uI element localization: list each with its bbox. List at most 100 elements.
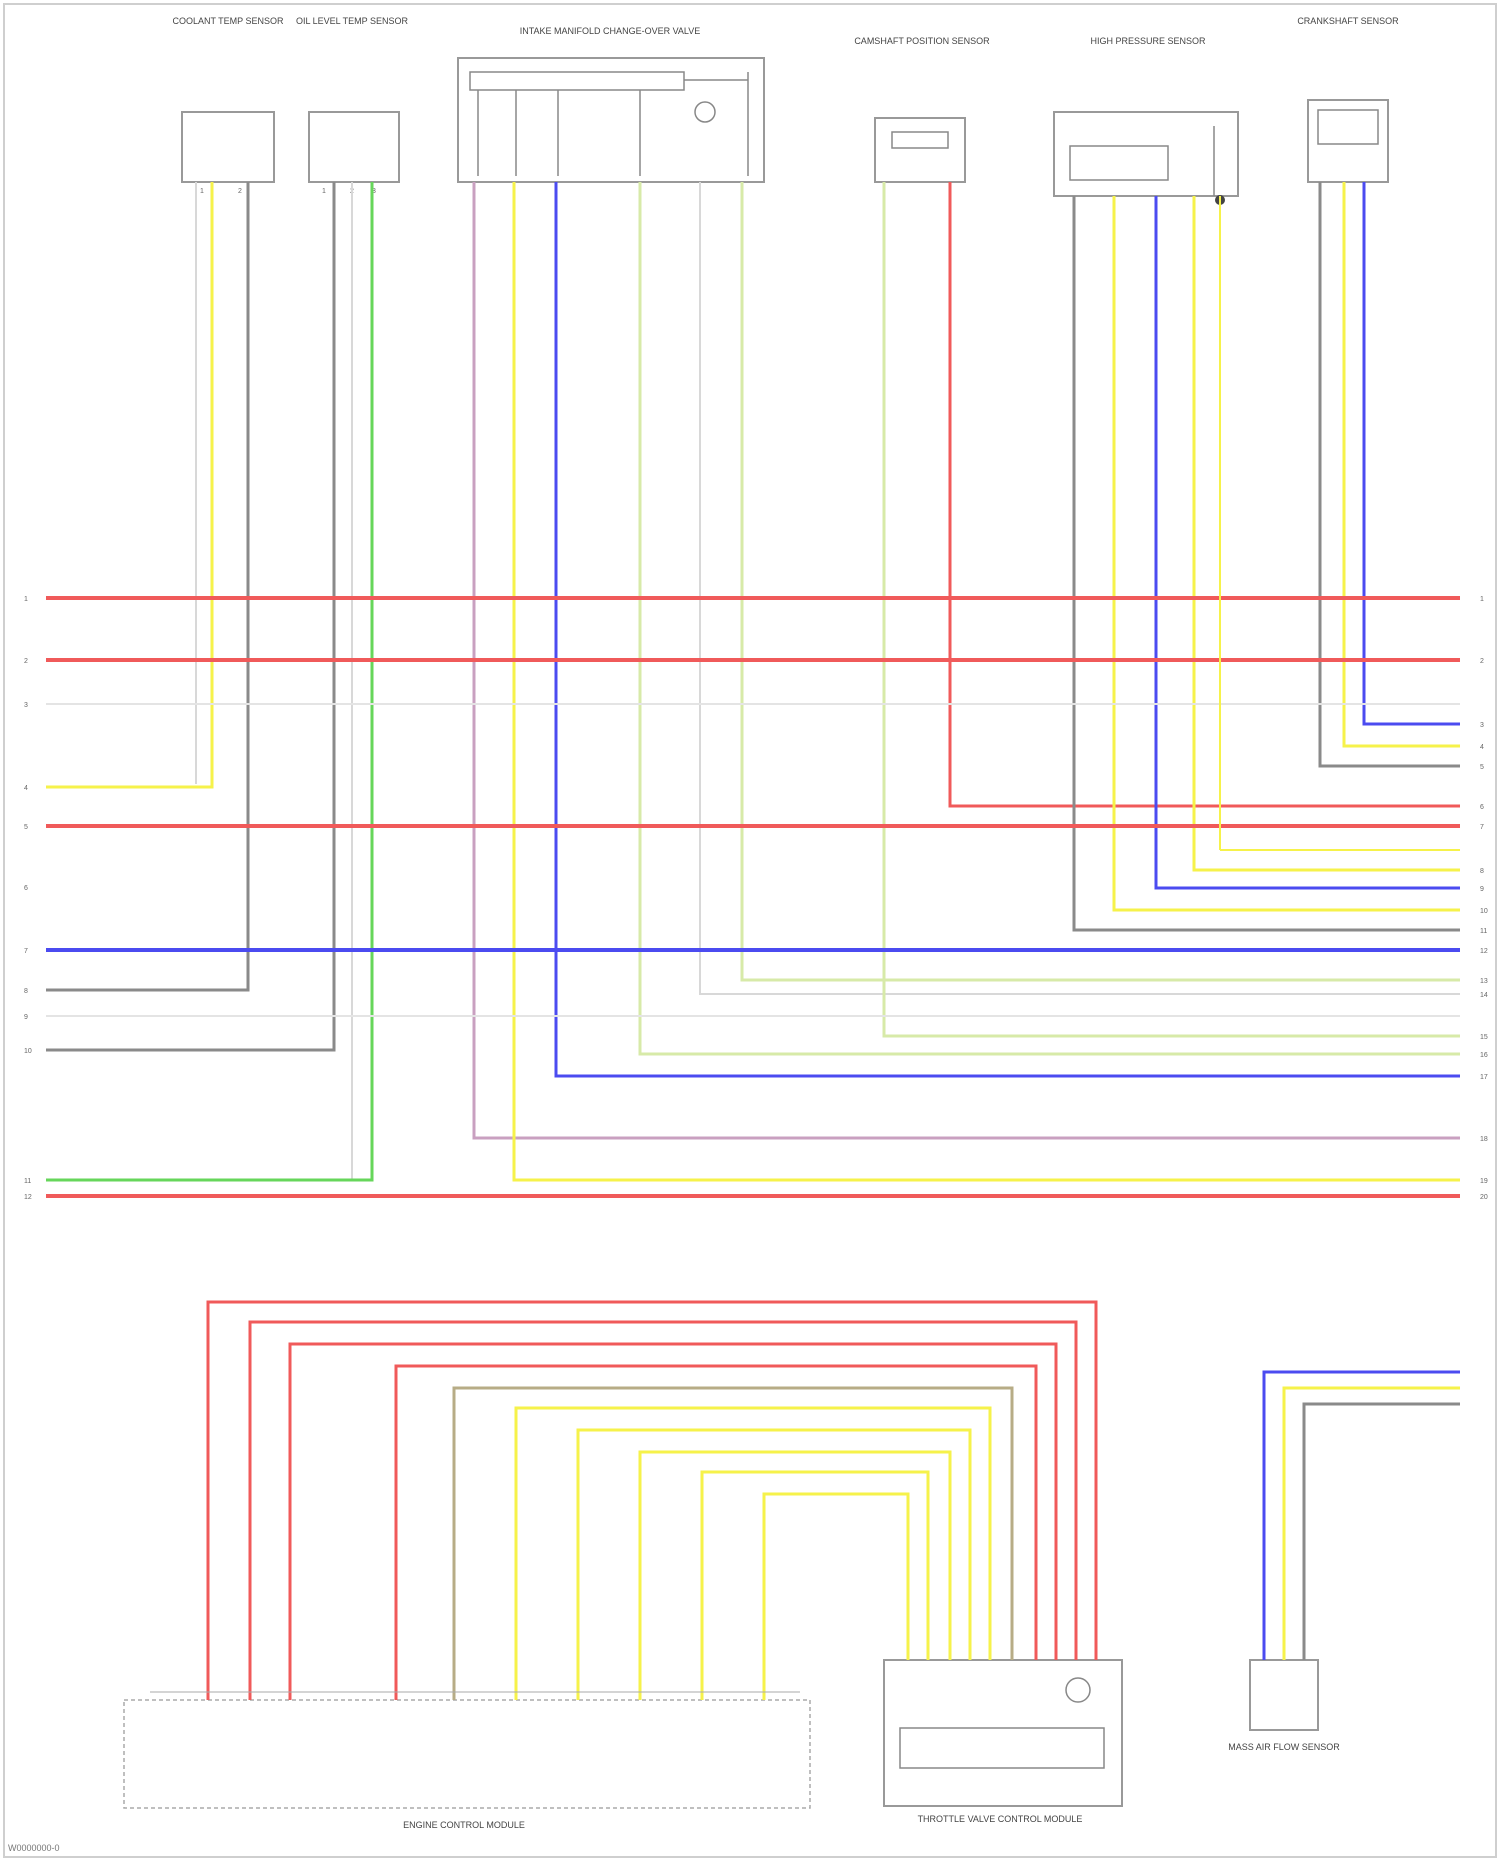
svg-text:17: 17 xyxy=(1480,1074,1488,1081)
wire xyxy=(514,1406,992,1700)
component-label: THROTTLE VALVE CONTROL MODULE xyxy=(918,1814,1083,1824)
wire xyxy=(1362,182,1460,726)
wire xyxy=(46,182,336,1052)
wire xyxy=(1342,182,1460,748)
svg-text:1: 1 xyxy=(322,188,326,195)
svg-text:6: 6 xyxy=(24,885,28,892)
svg-text:11: 11 xyxy=(24,1178,31,1185)
wire xyxy=(46,182,250,992)
svg-text:15: 15 xyxy=(1480,1034,1488,1041)
svg-text:1: 1 xyxy=(1480,596,1484,603)
component-high-pressure-sensor: HIGH PRESSURE SENSOR xyxy=(1053,36,1239,205)
svg-text:2: 2 xyxy=(238,188,242,195)
svg-text:5: 5 xyxy=(1480,764,1484,771)
svg-text:18: 18 xyxy=(1480,1136,1488,1143)
component-coolant-temp-sensor: COOLANT TEMP SENSOR 1 2 xyxy=(172,16,284,195)
wire xyxy=(554,182,1460,1078)
wire xyxy=(1262,1370,1460,1660)
wire xyxy=(1154,196,1460,890)
component-label: INTAKE MANIFOLD CHANGE-OVER VALVE xyxy=(520,26,701,36)
wire xyxy=(1318,182,1460,768)
svg-text:OIL LEVEL TEMP SENSOR: OIL LEVEL TEMP SENSOR xyxy=(296,16,409,26)
svg-text:ENGINE CONTROL MODULE: ENGINE CONTROL MODULE xyxy=(403,1820,525,1830)
svg-text:1: 1 xyxy=(24,596,28,603)
svg-text:6: 6 xyxy=(1480,804,1484,811)
component-camshaft-position-sensor: CAMSHAFT POSITION SENSOR xyxy=(854,36,990,183)
svg-text:2: 2 xyxy=(24,658,28,665)
svg-text:12: 12 xyxy=(24,1194,32,1201)
wire xyxy=(46,182,374,1182)
wire xyxy=(46,182,353,1181)
svg-text:3: 3 xyxy=(1480,722,1484,729)
svg-text:8: 8 xyxy=(24,988,28,995)
diagram-frame xyxy=(3,3,1497,1858)
svg-text:8: 8 xyxy=(1480,868,1484,875)
svg-text:9: 9 xyxy=(24,1014,28,1021)
component-label: CAMSHAFT POSITION SENSOR xyxy=(854,36,990,46)
svg-text:4: 4 xyxy=(1480,744,1484,751)
svg-text:20: 20 xyxy=(1480,1194,1488,1201)
wire xyxy=(1302,1402,1460,1660)
component-crankshaft-sensor: CRANKSHAFT SENSOR xyxy=(1297,16,1399,183)
wire xyxy=(1112,196,1460,912)
wire xyxy=(248,1320,1078,1700)
wire xyxy=(1072,196,1460,932)
svg-text:16: 16 xyxy=(1480,1052,1488,1059)
svg-text:19: 19 xyxy=(1480,1178,1488,1185)
svg-text:1: 1 xyxy=(200,188,204,195)
wire xyxy=(288,1342,1058,1700)
svg-text:9: 9 xyxy=(1480,886,1484,893)
wire xyxy=(576,1428,972,1700)
wire xyxy=(882,182,1460,1038)
wire xyxy=(762,1492,910,1700)
svg-text:2: 2 xyxy=(1480,658,1484,665)
maf-wires xyxy=(1262,1370,1460,1660)
wire xyxy=(206,1300,1098,1700)
svg-text:THROTTLE VALVE CONTROL MODULE: THROTTLE VALVE CONTROL MODULE xyxy=(918,1814,1083,1824)
svg-text:5: 5 xyxy=(24,824,28,831)
top-vertical-wires xyxy=(46,182,1460,1182)
component-label: CRANKSHAFT SENSOR xyxy=(1297,16,1399,26)
svg-text:10: 10 xyxy=(24,1048,32,1055)
component-label: HIGH PRESSURE SENSOR xyxy=(1090,36,1206,46)
wire xyxy=(699,182,1460,995)
figure-code: W0000000-0 xyxy=(8,1843,60,1853)
svg-text:CAMSHAFT POSITION SENSOR: CAMSHAFT POSITION SENSOR xyxy=(854,36,990,46)
wire xyxy=(512,182,1460,1182)
horizontal-bus-lines xyxy=(46,196,1460,1198)
svg-text:HIGH PRESSURE SENSOR: HIGH PRESSURE SENSOR xyxy=(1090,36,1206,46)
svg-text:7: 7 xyxy=(1480,824,1484,831)
wire xyxy=(740,182,1460,982)
svg-text:11: 11 xyxy=(1480,928,1487,935)
svg-text:MASS AIR FLOW SENSOR: MASS AIR FLOW SENSOR xyxy=(1228,1742,1340,1752)
wire xyxy=(1192,196,1460,872)
component-label: MASS AIR FLOW SENSOR xyxy=(1228,1742,1340,1752)
svg-text:3: 3 xyxy=(24,702,28,709)
svg-text:12: 12 xyxy=(1480,948,1488,955)
wire xyxy=(472,182,1460,1140)
wire xyxy=(452,1386,1014,1700)
wire xyxy=(394,1364,1038,1700)
svg-text:INTAKE MANIFOLD CHANGE-OVER VA: INTAKE MANIFOLD CHANGE-OVER VALVE xyxy=(520,26,701,36)
svg-text:CRANKSHAFT SENSOR: CRANKSHAFT SENSOR xyxy=(1297,16,1399,26)
svg-text:10: 10 xyxy=(1480,908,1488,915)
svg-text:3: 3 xyxy=(372,188,376,195)
component-label: OIL LEVEL TEMP SENSOR xyxy=(296,16,409,26)
component-label: ENGINE CONTROL MODULE xyxy=(403,1820,525,1830)
wire xyxy=(1282,1386,1460,1660)
wire xyxy=(948,182,1460,808)
svg-text:14: 14 xyxy=(1480,992,1488,999)
wire xyxy=(46,182,214,789)
svg-text:COOLANT TEMP SENSOR: COOLANT TEMP SENSOR xyxy=(172,16,284,26)
component-engine-control-module: ENGINE CONTROL MODULE xyxy=(123,1699,811,1830)
component-label: COOLANT TEMP SENSOR xyxy=(172,16,284,26)
wire xyxy=(700,1470,930,1700)
svg-text:4: 4 xyxy=(24,785,28,792)
wire xyxy=(638,182,1460,1056)
component-intake-manifold-valve: INTAKE MANIFOLD CHANGE-OVER VALVE xyxy=(457,26,765,183)
svg-text:13: 13 xyxy=(1480,978,1488,985)
